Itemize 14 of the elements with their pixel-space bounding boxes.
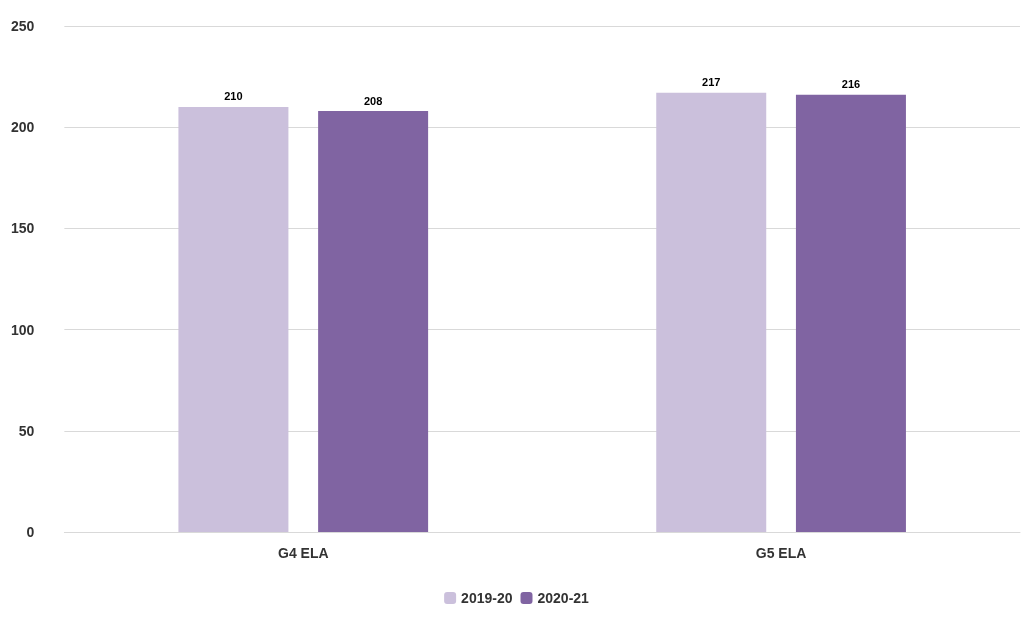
y-tick-label: 50 [18, 422, 35, 439]
legend-label: 2019-20 [461, 590, 513, 606]
data-label: 216 [841, 78, 861, 91]
y-tick-label: 200 [11, 119, 35, 136]
y-tick-label: 150 [11, 220, 35, 237]
x-tick-label: G5 ELA [755, 545, 807, 561]
y-tick-label: 250 [11, 18, 35, 34]
data-label: 210 [224, 90, 243, 103]
y-tick-label: 100 [11, 321, 35, 338]
data-label: 208 [363, 94, 383, 107]
data-label: 217 [702, 76, 721, 89]
x-tick-label: G4 ELA [277, 545, 329, 561]
y-tick-label: 0 [26, 524, 35, 540]
legend-label: 2020-21 [537, 590, 590, 606]
